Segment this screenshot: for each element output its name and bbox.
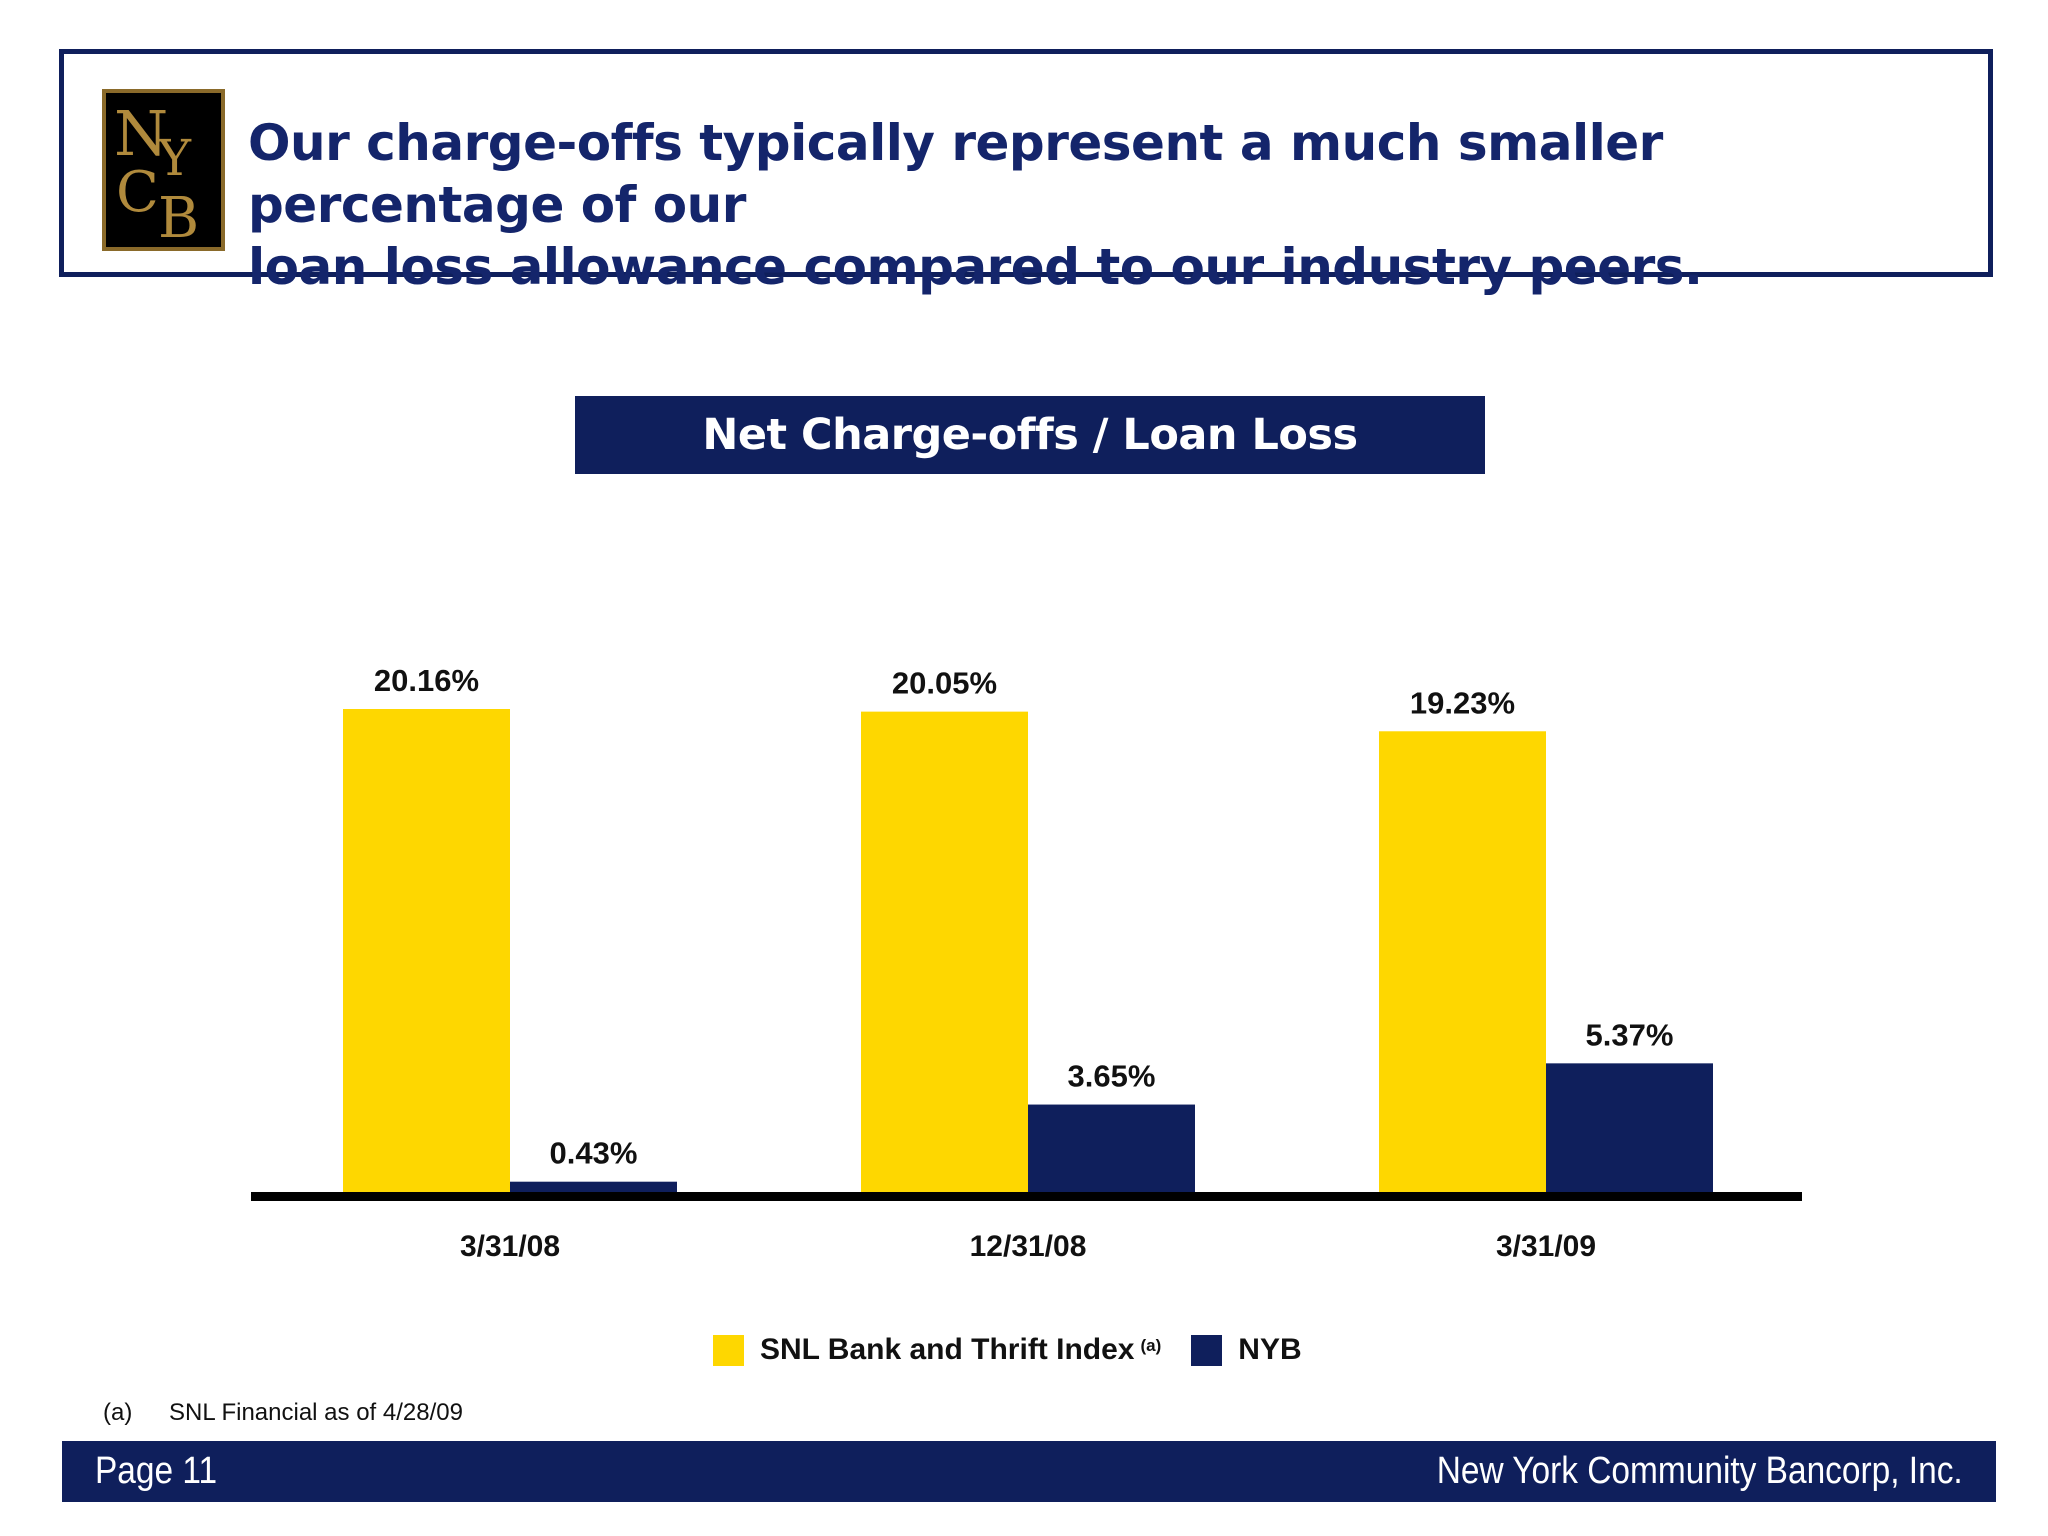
bar-chart: 20.16% 0.43% 3/31/08 20.05% 3.65% 12/31/08 19.… xyxy=(251,663,1802,1263)
headline-line-2: loan loss allowance compared to our indu… xyxy=(248,238,1703,296)
svg-text:N: N xyxy=(114,97,168,170)
data-label-snl-2: 19.23% xyxy=(1410,685,1515,720)
data-label-snl-0: 20.16% xyxy=(374,663,479,698)
data-label-nyb-0: 0.43% xyxy=(550,1136,638,1171)
legend-swatch-snl xyxy=(713,1334,744,1366)
svg-text:C: C xyxy=(116,160,159,225)
data-label-nyb-1: 3.65% xyxy=(1068,1059,1156,1094)
x-tick-label-0: 3/31/08 xyxy=(460,1230,560,1263)
footnote-text: SNL Financial as of 4/28/09 xyxy=(169,1399,463,1426)
legend-label-nyb: NYB xyxy=(1238,1333,1302,1366)
bar-snl-0 xyxy=(343,709,510,1192)
data-label-snl-1: 20.05% xyxy=(892,666,997,701)
x-tick-label-1: 12/31/08 xyxy=(970,1230,1087,1263)
bar-nyb-1 xyxy=(1028,1104,1195,1192)
bar-nyb-2 xyxy=(1546,1063,1713,1192)
legend-superscript-snl: (a) xyxy=(1140,1336,1162,1355)
headline-line-1: Our charge-offs typically represent a mu… xyxy=(248,114,1663,234)
chart-legend: SNL Bank and Thrift Index (a) NYB xyxy=(713,1330,1332,1370)
svg-text:B: B xyxy=(158,186,199,247)
bar-snl-2 xyxy=(1379,731,1546,1192)
chart-title: Net Charge-offs / Loan Loss Allowance xyxy=(575,396,1485,538)
legend-swatch-nyb xyxy=(1191,1334,1223,1366)
page-headline: Our charge-offs typically represent a mu… xyxy=(248,112,1988,298)
footer-page-number: Page 11 xyxy=(95,1450,218,1492)
nycb-logo-mark: N Y C B xyxy=(106,93,221,247)
legend-item-nyb: NYB xyxy=(1191,1333,1302,1367)
bar-snl-1 xyxy=(861,711,1028,1192)
legend-item-snl: SNL Bank and Thrift Index (a) xyxy=(713,1333,1161,1367)
svg-text:Y: Y xyxy=(157,129,192,187)
header-box: N Y C B Our charge-offs typically repres… xyxy=(59,49,1993,296)
x-tick-label-2: 3/31/09 xyxy=(1496,1230,1596,1263)
footer-company-name: New York Community Bancorp, Inc. xyxy=(1437,1450,1963,1492)
x-axis-baseline xyxy=(251,1192,1802,1201)
bar-nyb-0 xyxy=(510,1181,677,1192)
data-label-nyb-2: 5.37% xyxy=(1586,1017,1674,1052)
footnote: (a) SNL Financial as of 4/28/09 xyxy=(103,1399,463,1427)
legend-label-snl: SNL Bank and Thrift Index xyxy=(760,1333,1135,1366)
footnote-mark: (a) xyxy=(103,1399,133,1426)
footer-bar: Page 11 New York Community Bancorp, Inc. xyxy=(62,1441,1996,1502)
nycb-logo: N Y C B xyxy=(102,89,225,251)
